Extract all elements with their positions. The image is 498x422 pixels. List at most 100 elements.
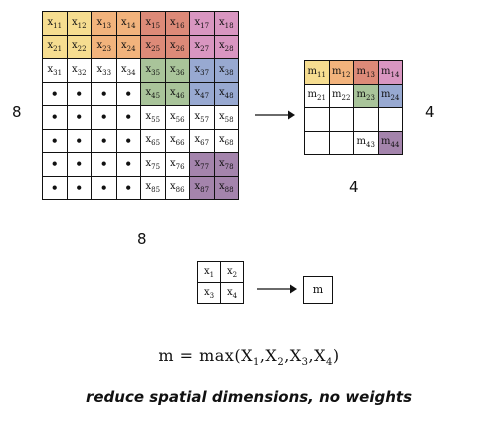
grid-row: m21 m22 m23 m24 — [304, 83, 403, 108]
grid-row: x21 x22 x23 x24 x25 x26 x27 x28 — [42, 34, 239, 59]
cell-subscript: 47 — [200, 92, 210, 101]
output-cell: m11 — [304, 60, 330, 85]
window-cell: x2 — [220, 261, 244, 283]
input-cell: • — [91, 128, 117, 153]
cell-subscript: 13 — [366, 70, 375, 79]
formula-arg-subscript: 3 — [301, 357, 309, 369]
grid-row: x31 x32 x33 x34 x35 x36 x37 x38 — [42, 58, 239, 83]
cell-subscript: 36 — [175, 68, 185, 77]
formula-open-paren: ( — [234, 346, 242, 365]
cell-base: x — [218, 134, 225, 146]
input-cell: • — [42, 152, 68, 177]
cell-base: x — [71, 63, 78, 75]
cell-base: • — [124, 110, 133, 125]
output-cell — [377, 107, 403, 132]
input-cell: x32 — [66, 58, 92, 83]
cell-base: x — [218, 87, 225, 99]
output-cell: m13 — [353, 60, 379, 85]
cell-base: m — [381, 65, 391, 77]
cell-base: x — [96, 40, 103, 52]
output-cell — [304, 107, 330, 132]
input-cell: x58 — [213, 105, 239, 130]
cell-subscript: 26 — [175, 45, 185, 54]
formula-arg: X1 — [241, 346, 260, 369]
input-cell: x45 — [140, 81, 166, 106]
formula-comma: , — [308, 346, 315, 365]
arrow-to-result-icon — [257, 284, 297, 294]
output-cell: m43 — [353, 130, 379, 155]
cell-subscript: 33 — [102, 68, 112, 77]
cell-base: x — [218, 40, 225, 52]
input-cell: x76 — [164, 152, 190, 177]
cell-base: x — [145, 157, 152, 169]
window-cell: x1 — [197, 261, 221, 283]
cell-subscript: 34 — [126, 68, 136, 77]
formula-close-paren: ) — [332, 346, 340, 365]
cell-subscript: 12 — [77, 21, 87, 30]
cell-base: x — [194, 181, 201, 193]
input-cell: x55 — [140, 105, 166, 130]
formula-arg: X2 — [265, 346, 284, 368]
input-cell: • — [42, 175, 68, 200]
cell-base: x — [169, 87, 176, 99]
cell-subscript: 3 — [209, 291, 215, 300]
grid-row: x11 x12 x13 x14 x15 x16 x17 x18 — [42, 11, 239, 36]
cell-base: x — [145, 134, 152, 146]
cell-subscript: 27 — [200, 45, 210, 54]
cell-base: • — [99, 133, 108, 148]
cell-base: x — [218, 157, 225, 169]
cell-base: x — [169, 110, 176, 122]
input-cell: • — [115, 152, 141, 177]
input-cell: x11 — [42, 11, 68, 36]
cell-base: x — [71, 40, 78, 52]
input-cell: • — [66, 105, 92, 130]
cell-base: x — [169, 16, 176, 28]
input-cell: x12 — [66, 11, 92, 36]
cell-subscript: 13 — [102, 21, 112, 30]
formula-args: X1,X2,X3,X4 — [241, 346, 333, 369]
cell-base: x — [145, 40, 152, 52]
output-cell: m22 — [328, 83, 354, 108]
formula-arg-subscript: 1 — [252, 357, 260, 369]
cell-base: x — [47, 63, 54, 75]
cell-subscript: 28 — [224, 45, 234, 54]
cell-subscript: 17 — [200, 21, 210, 30]
cell-subscript: 75 — [151, 162, 161, 171]
cell-base: x — [169, 157, 176, 169]
formula-arg-base: X — [241, 346, 253, 365]
cell-subscript: 16 — [175, 21, 185, 30]
cell-subscript: 37 — [200, 68, 210, 77]
cell-base: x — [203, 286, 210, 298]
input-height-label: 8 — [12, 103, 22, 121]
cell-base: • — [124, 133, 133, 148]
cell-base: • — [124, 86, 133, 101]
pooling-result-box: m — [303, 276, 333, 304]
cell-base: x — [218, 63, 225, 75]
cell-subscript: 65 — [151, 139, 161, 148]
input-cell: x33 — [91, 58, 117, 83]
tagline: reduce spatial dimensions, no weights — [85, 388, 412, 406]
input-cell: x24 — [115, 34, 141, 59]
cell-subscript: 12 — [341, 70, 351, 79]
cell-base: x — [47, 16, 54, 28]
cell-base: x — [120, 40, 127, 52]
cell-subscript: 14 — [126, 21, 136, 30]
input-cell: x86 — [164, 175, 190, 200]
input-cell: x31 — [42, 58, 68, 83]
output-cell: m24 — [377, 83, 403, 108]
input-cell: x36 — [164, 58, 190, 83]
grid-row: m11 m12 m13 m14 — [304, 60, 403, 85]
cell-subscript: 55 — [151, 115, 161, 124]
cell-subscript: 11 — [317, 70, 326, 79]
input-cell: x78 — [213, 152, 239, 177]
cell-subscript: 87 — [200, 186, 210, 195]
cell-subscript: 67 — [200, 139, 210, 148]
grid-row: • • • • x75 x76 x77 x78 — [42, 152, 239, 177]
cell-base: x — [120, 63, 127, 75]
cell-subscript: 57 — [200, 115, 210, 124]
cell-base: x — [169, 63, 176, 75]
cell-subscript: 77 — [200, 162, 210, 171]
cell-subscript: 43 — [366, 141, 375, 150]
input-cell: x18 — [213, 11, 239, 36]
input-cell: x87 — [189, 175, 215, 200]
